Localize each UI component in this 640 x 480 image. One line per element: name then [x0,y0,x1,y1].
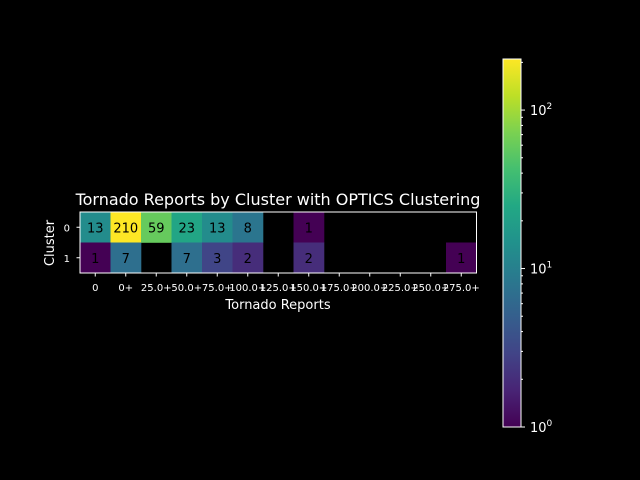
x-tick-label: 125.0+ [260,283,297,294]
cell-value-label: 13 [209,221,226,236]
x-tick-label: 250.0+ [412,283,449,294]
x-tick-label: 25.0+ [141,283,172,294]
cell-value-label: 7 [122,252,130,267]
cell-value-label: 7 [183,252,191,267]
cell-value-label: 1 [305,221,313,236]
heatmap-cell [171,242,203,274]
heatmap: 13 210 59 23 13 8 1 1 7 7 3 2 2 1 [79,211,477,274]
colorbar-tick-label: 100 [530,419,553,436]
x-tick-label: 275.0+ [443,283,480,294]
colorbar-tick-label: 101 [530,261,552,278]
x-tick-label: 100.0+ [229,283,266,294]
heatmap-cell [80,212,111,243]
x-tick-label: 225.0+ [382,283,419,294]
heatmap-cell [141,212,172,243]
y-tick-label: 0 [64,223,70,234]
colorbar-gradient [503,59,521,427]
heatmap-cell [202,242,233,274]
cell-value-label: 210 [113,221,138,236]
cell-value-label: 2 [305,252,313,267]
y-axis-ticks: 01 [64,223,80,265]
x-tick-label: 0+ [118,283,133,294]
cell-value-label: 1 [457,252,465,267]
colorbar-tick-label: 102 [530,102,552,119]
heatmap-cell [171,212,203,243]
x-tick-label: 50.0+ [171,283,202,294]
heatmap-cell [202,212,233,243]
heatmap-cell [446,242,477,274]
x-tick-label: 175.0+ [321,283,358,294]
colorbar-frame [502,58,522,428]
colorbar: 100 101 102 [502,58,553,436]
cell-value-label: 8 [244,221,252,236]
x-tick-label: 0 [92,283,98,294]
x-tick-label: 200.0+ [351,283,388,294]
heatmap-cell [232,242,264,274]
x-tick-label: 75.0+ [202,283,233,294]
cell-value-label: 13 [87,221,104,236]
cell-value-label: 3 [213,252,221,267]
heatmap-cell [232,212,264,243]
y-tick-label: 1 [64,254,70,265]
cell-value-label: 59 [148,221,165,236]
y-axis-label: Cluster [43,219,58,266]
heatmap-cell [110,242,142,274]
x-axis-label: Tornado Reports [224,298,330,313]
heatmap-cell [110,212,142,243]
cell-value-label: 2 [244,252,252,267]
x-tick-label: 150.0+ [290,283,327,294]
heatmap-cell [293,242,325,274]
cell-value-label: 23 [178,221,195,236]
heatmap-cell [293,212,325,243]
chart-title: Tornado Reports by Cluster with OPTICS C… [75,190,481,209]
heatmap-cell [80,242,111,274]
x-axis-ticks: 0 0+ 25.0+ 50.0+ 75.0+100.0+125.0+150.0+175.… [92,273,480,294]
cell-value-label: 1 [91,252,99,267]
